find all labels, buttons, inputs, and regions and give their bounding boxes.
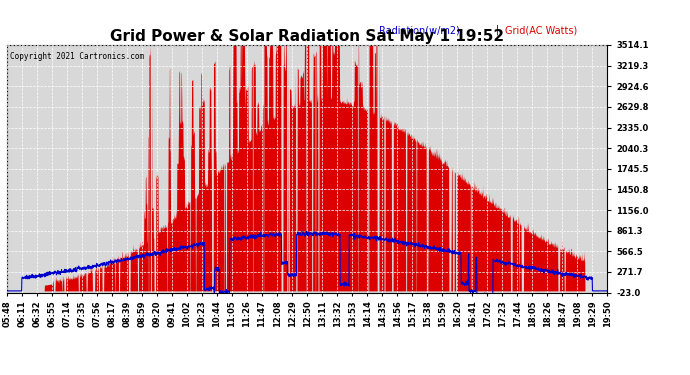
Text: Grid(AC Watts): Grid(AC Watts)	[505, 25, 578, 35]
Title: Grid Power & Solar Radiation Sat May 1 19:52: Grid Power & Solar Radiation Sat May 1 1…	[110, 29, 504, 44]
Text: Copyright 2021 Cartronics.com: Copyright 2021 Cartronics.com	[10, 53, 144, 62]
Text: |: |	[496, 25, 500, 35]
Text: Radiation(w/m2): Radiation(w/m2)	[379, 25, 460, 35]
